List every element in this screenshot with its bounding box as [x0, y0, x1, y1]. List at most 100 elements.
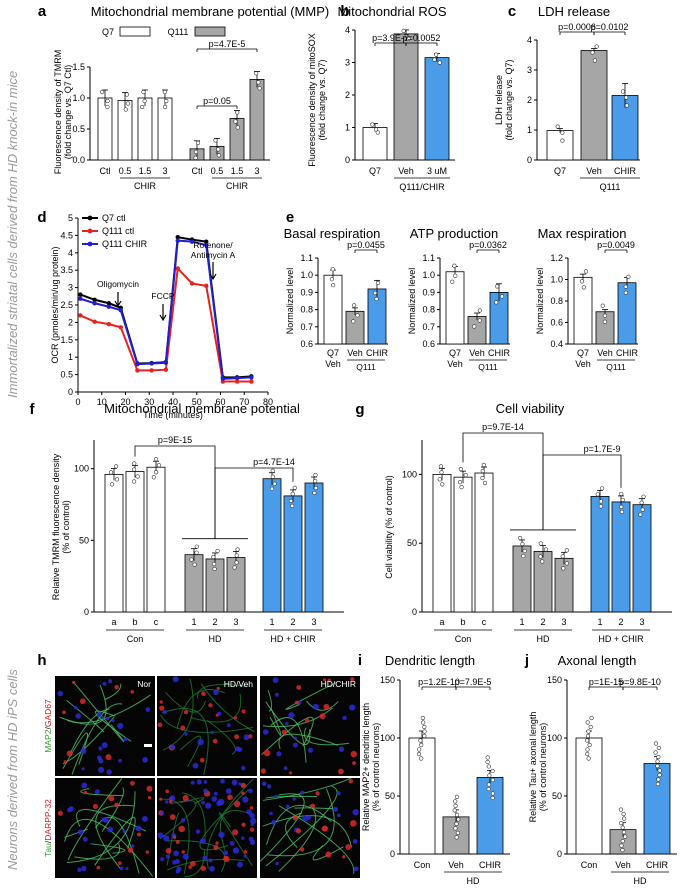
micrograph-nucleus — [244, 850, 248, 854]
panel-j-point — [622, 812, 626, 816]
micrograph-0-0 — [55, 676, 155, 776]
panel-j-point — [657, 746, 661, 750]
panel-b-point — [376, 131, 380, 135]
micrograph-nucleus — [123, 737, 127, 741]
micrograph-nucleus — [227, 794, 233, 800]
panel-i-point — [419, 739, 423, 743]
panel-f-xtick-label: 1 — [269, 617, 274, 627]
panel-g-title: Cell viability — [496, 401, 565, 416]
panel-f-point — [154, 470, 158, 474]
micrograph-nucleus — [193, 763, 199, 769]
micrograph-nucleus — [188, 865, 192, 869]
panel-e3-point — [601, 304, 605, 308]
micrograph-nucleus — [232, 780, 238, 786]
panel-f-point — [313, 491, 317, 495]
panel-letter-f: f — [30, 401, 36, 418]
micrograph-nucleus — [275, 693, 279, 697]
panel-b-xtick-label: Veh — [398, 166, 414, 176]
micrograph-nucleus — [107, 769, 112, 774]
micrograph-nucleus — [323, 704, 329, 710]
micrograph-nucleus — [97, 712, 102, 717]
micrograph-nucleus — [165, 789, 169, 793]
panel-d-series-point — [176, 238, 180, 242]
micrograph-nucleus — [250, 806, 253, 809]
panel-d-series-point — [135, 362, 139, 366]
panel-i: i Dendritic length050100150Relative MAP2+… — [358, 652, 510, 886]
panel-i-ytick-label: 50 — [385, 791, 395, 801]
panel-j-ytick-label: 100 — [547, 733, 562, 743]
panel-a-point — [163, 105, 167, 109]
panel-b-ytick-label: 4 — [345, 25, 350, 35]
panel-f-point — [291, 492, 295, 496]
panel-f-point — [212, 555, 216, 559]
panel-f-point — [216, 549, 220, 553]
micrograph-nucleus — [170, 814, 176, 820]
panel-b-point — [371, 123, 375, 127]
panel-f-point — [290, 504, 294, 508]
panel-d-series-point — [249, 379, 253, 383]
panel-j-point — [658, 769, 662, 773]
panel-f-point — [235, 554, 239, 558]
panel-g-point — [481, 476, 485, 480]
panel-f-point — [193, 563, 197, 567]
panel-e2-point — [472, 325, 476, 329]
panel-e1-point — [352, 304, 356, 308]
micrograph-nucleus — [339, 746, 344, 751]
panel-e1-point — [331, 283, 335, 287]
panel-i-point — [455, 813, 459, 817]
panel-f-pvalue: p=9E-15 — [158, 435, 192, 445]
panel-e1-ytick-label: 0.7 — [300, 322, 313, 332]
panel-b-bar — [363, 128, 387, 161]
panel-a-point — [124, 108, 128, 112]
panel-i-point — [453, 809, 457, 813]
micrograph-nucleus — [241, 823, 245, 827]
side-label-bottom: Neurons derived from HD iPS cells — [5, 669, 20, 870]
panel-f-point — [195, 545, 199, 549]
micrograph-nucleus — [305, 718, 309, 722]
panel-letter-j: j — [524, 652, 529, 669]
legend-marker-2 — [88, 242, 93, 247]
panel-e2-ytick-label: 1.0 — [422, 270, 435, 280]
panel-d-ytick-label: 4 — [68, 248, 73, 258]
micrograph-nucleus — [163, 710, 167, 714]
panel-f-point — [289, 499, 293, 503]
panel-g-point — [523, 549, 527, 553]
micrograph-nucleus — [217, 687, 220, 690]
panel-e3-point — [582, 286, 586, 290]
panel-i-point — [487, 787, 491, 791]
micrograph-nucleus — [213, 845, 218, 850]
micrograph-nucleus — [84, 791, 87, 794]
panel-g-ytick-label: 0 — [412, 607, 417, 617]
panel-c-bar — [581, 51, 607, 161]
panel-f-point — [314, 473, 318, 477]
panel-i-pvalue: p=7.9E-5 — [455, 677, 492, 687]
micrograph-nucleus — [101, 716, 104, 719]
panel-e2-point — [453, 274, 457, 278]
panel-f-point — [132, 480, 136, 484]
panel-j-point — [654, 751, 658, 755]
micrograph-nucleus — [349, 704, 355, 710]
panel-e3-point — [584, 270, 588, 274]
panel-d-series-point — [119, 308, 123, 312]
panel-g-point — [544, 548, 548, 552]
panel-j-point — [654, 742, 658, 746]
panel-a-point — [236, 126, 240, 130]
micrograph-nucleus — [351, 751, 357, 757]
micrograph-nucleus — [77, 868, 81, 872]
panel-g-pvalue: p=1.7E-9 — [584, 444, 621, 454]
micrograph-nucleus — [183, 795, 189, 801]
micrograph-nucleus — [315, 791, 319, 795]
micrograph-nucleus — [234, 734, 239, 739]
panel-f-point — [213, 567, 217, 571]
panel-e3-group-label: Q111 — [606, 362, 626, 372]
panel-g-xtick-label: 1 — [519, 617, 524, 627]
panel-letter-e: e — [286, 209, 294, 226]
micrograph-nucleus — [274, 795, 277, 798]
panel-b-point — [434, 53, 438, 57]
panel-e3-ytick-label: 0.6 — [550, 318, 563, 328]
panel-a-xtick-label: Ctl — [100, 166, 111, 176]
micrograph-nucleus — [261, 768, 266, 773]
panel-f-ytick-label: 100 — [74, 464, 89, 474]
micrograph-nucleus — [58, 811, 63, 816]
panel-d-series-point — [204, 284, 208, 288]
